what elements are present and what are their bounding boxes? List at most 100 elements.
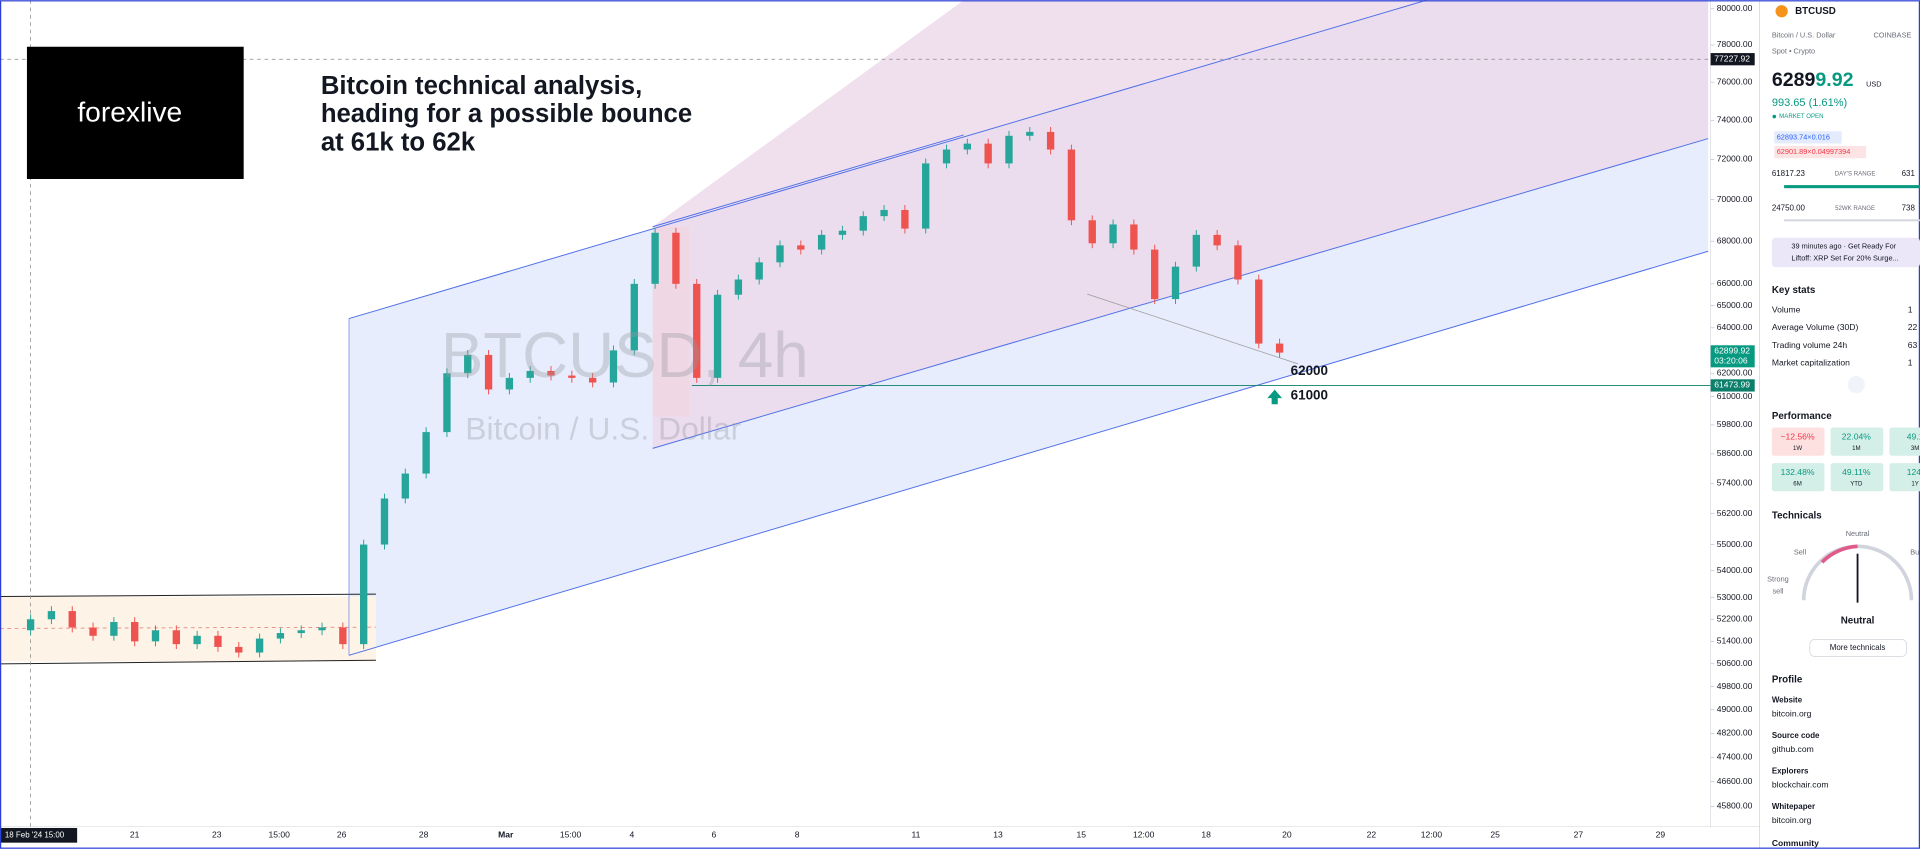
candle	[1151, 249, 1159, 300]
news-box[interactable]	[1771, 237, 1920, 268]
x-tick-label: 22	[1367, 830, 1377, 840]
level-label-box	[1710, 379, 1755, 392]
last-price: 62899.92	[1714, 346, 1750, 356]
candle	[1130, 224, 1138, 250]
y-tick-label: 53000.00	[1717, 592, 1753, 602]
candle	[942, 149, 951, 164]
range-top	[0, 593, 376, 598]
profile-link[interactable]: bitcoin.org	[1772, 815, 1812, 825]
more-button[interactable]	[1809, 639, 1907, 657]
y-tick-label: 46600.00	[1717, 776, 1753, 786]
perf-box	[1889, 427, 1920, 456]
perf-period: 1W	[1793, 445, 1802, 452]
y-tick-label: 45800.00	[1717, 801, 1753, 811]
x-tick-label: 12:00	[1133, 830, 1155, 840]
chart-area	[0, 0, 1711, 827]
y-tick-label: 48200.00	[1717, 728, 1753, 738]
symbol: BTCUSD	[1795, 6, 1836, 17]
ask: 62901.89×0.04997394	[1777, 147, 1851, 156]
x-tick-label: 27	[1574, 830, 1584, 840]
channel-mid	[652, 138, 1709, 449]
candle	[797, 245, 805, 250]
level-label: 61473.99	[1714, 380, 1750, 390]
x-tick-label: 8	[795, 830, 800, 840]
candle	[1109, 224, 1117, 244]
ask-box	[1774, 145, 1867, 159]
candle	[172, 630, 180, 645]
key-stats-title: Key stats	[1772, 285, 1816, 296]
candle	[1046, 131, 1055, 150]
y-tick-label: 47400.00	[1717, 751, 1753, 761]
performance-title: Performance	[1772, 411, 1832, 422]
level-label: 61000	[1291, 387, 1328, 402]
candle	[568, 375, 576, 378]
gauge-label: Neutral	[1846, 529, 1870, 538]
y-tick-label: 49000.00	[1717, 704, 1753, 714]
exchange: COINBASE	[1873, 31, 1911, 40]
day-label: DAY'S RANGE	[1835, 171, 1876, 178]
candle	[401, 473, 409, 499]
perf-period: 6M	[1793, 480, 1802, 487]
perf-value: 49.1	[1907, 432, 1920, 442]
perf-value: 132.48%	[1781, 467, 1815, 477]
perf-period: YTD	[1850, 480, 1863, 487]
y-tick-label: 50600.00	[1717, 658, 1753, 668]
x-tick-label: 11	[911, 830, 920, 840]
y-tick-label: 59800.00	[1717, 419, 1753, 429]
day-high: 631	[1902, 169, 1916, 178]
candle	[734, 279, 743, 295]
candle	[360, 544, 368, 645]
candle	[838, 230, 847, 235]
candle	[339, 627, 347, 645]
x-tick-label: 25	[1490, 830, 1500, 840]
price: 62899.92	[1772, 69, 1854, 91]
profile-link[interactable]: bitcoin.org	[1772, 708, 1812, 718]
headline: Bitcoin technical analysis,	[321, 72, 642, 100]
last-price-box	[1710, 345, 1755, 368]
candle	[26, 619, 35, 631]
stat-value: 63	[1908, 340, 1918, 350]
candle	[859, 216, 867, 231]
candle	[1234, 245, 1242, 280]
news: Liftoff: XRP Set For 20% Surge...	[1791, 254, 1898, 263]
up-arrow	[1267, 389, 1283, 405]
candle	[1171, 266, 1180, 300]
watermark: BTCUSD, 4h	[441, 320, 809, 391]
candle	[131, 622, 139, 642]
wk-label: 52WK RANGE	[1835, 205, 1875, 212]
candle	[297, 630, 305, 634]
expand-button[interactable]	[1847, 376, 1865, 394]
day-bar	[1784, 185, 1920, 189]
candle	[1026, 131, 1034, 136]
perf-period: 1M	[1852, 445, 1861, 452]
candle	[901, 209, 909, 229]
y-tick-label: 54000.00	[1717, 565, 1753, 575]
candle	[1192, 234, 1200, 267]
y-tick-label: 80000.00	[1717, 3, 1753, 13]
perf-value: 49.11%	[1842, 467, 1871, 477]
candle	[693, 283, 701, 378]
stat-value: 22	[1908, 322, 1918, 332]
price-head: 6289	[1772, 69, 1816, 91]
y-tick-label: 49800.00	[1717, 681, 1753, 691]
stat-label: Average Volume (30D)	[1772, 322, 1859, 332]
perf-box	[1771, 463, 1825, 492]
coin-icon	[1775, 5, 1788, 18]
candle	[1088, 220, 1096, 244]
profile-label: Website	[1772, 696, 1803, 705]
currency: USD	[1866, 80, 1881, 89]
candle	[151, 630, 160, 642]
bid-box	[1774, 131, 1842, 144]
x-tick-label: 28	[419, 830, 429, 840]
price-axis	[1710, 0, 1760, 827]
bid: 62893.74×0.016	[1777, 132, 1830, 141]
candle	[526, 370, 534, 378]
channel-inner-top	[652, 134, 964, 228]
profile-link[interactable]: github.com	[1772, 744, 1814, 754]
profile-link[interactable]: blockchair.com	[1772, 779, 1829, 789]
candle	[214, 635, 222, 647]
start-label-box	[0, 827, 78, 843]
gauge-label: Bu	[1910, 547, 1919, 556]
start-label: 18 Feb '24 15:00	[5, 830, 65, 839]
